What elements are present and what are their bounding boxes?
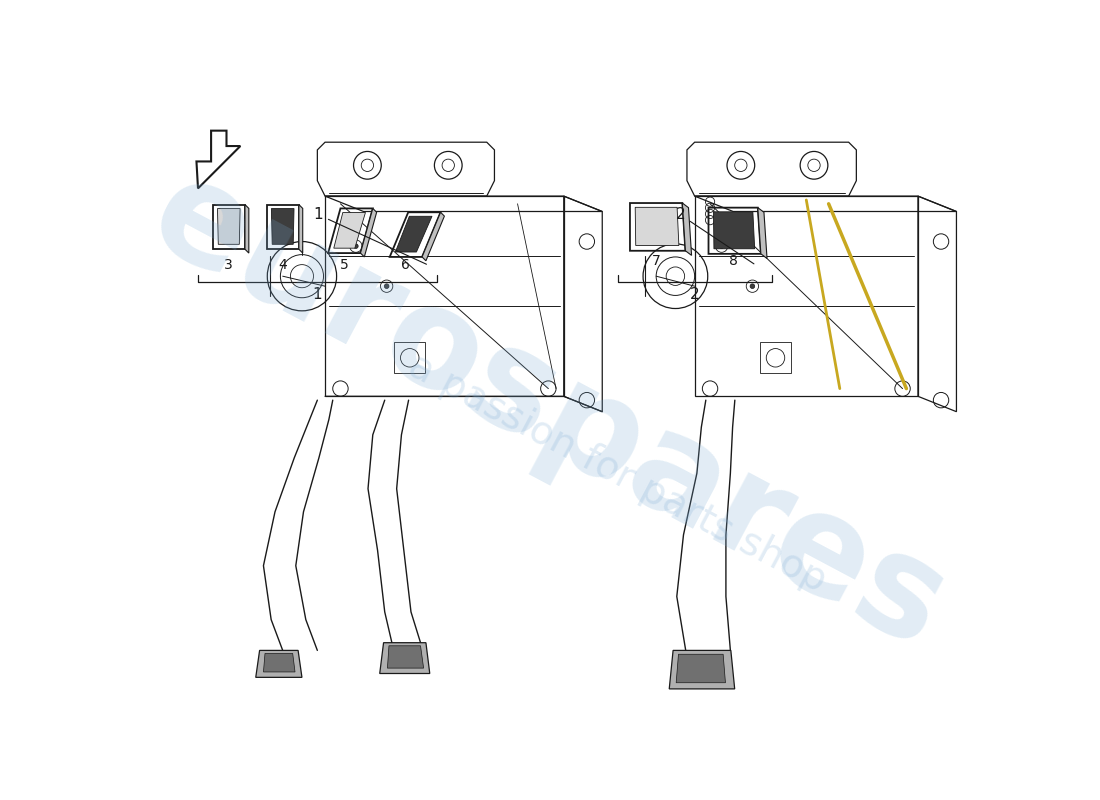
Polygon shape	[422, 212, 444, 261]
Text: 5: 5	[340, 258, 349, 272]
Circle shape	[384, 284, 389, 289]
Circle shape	[353, 244, 359, 249]
Text: 2: 2	[690, 287, 700, 302]
Text: 1: 1	[312, 287, 322, 302]
Polygon shape	[395, 216, 432, 252]
Circle shape	[719, 244, 724, 249]
Polygon shape	[682, 203, 692, 255]
Polygon shape	[676, 654, 726, 682]
Text: 6: 6	[402, 258, 410, 272]
Text: 8: 8	[728, 254, 738, 268]
Polygon shape	[387, 646, 424, 668]
Polygon shape	[669, 650, 735, 689]
Polygon shape	[218, 209, 240, 244]
Polygon shape	[255, 650, 301, 678]
Polygon shape	[361, 209, 376, 257]
Polygon shape	[299, 205, 303, 253]
Polygon shape	[635, 207, 679, 246]
Text: 4: 4	[278, 258, 287, 272]
Polygon shape	[714, 212, 755, 249]
Polygon shape	[264, 654, 295, 672]
Text: 7: 7	[652, 254, 660, 268]
Polygon shape	[333, 213, 365, 248]
Polygon shape	[245, 205, 249, 253]
Circle shape	[750, 284, 755, 289]
Text: 1: 1	[314, 207, 427, 264]
Polygon shape	[758, 208, 767, 258]
Polygon shape	[272, 209, 294, 244]
Text: eurospares: eurospares	[129, 146, 968, 678]
Polygon shape	[379, 642, 430, 674]
Text: a passion for parts shop: a passion for parts shop	[403, 346, 833, 600]
Text: 2: 2	[675, 207, 754, 264]
Text: 3: 3	[224, 258, 233, 272]
